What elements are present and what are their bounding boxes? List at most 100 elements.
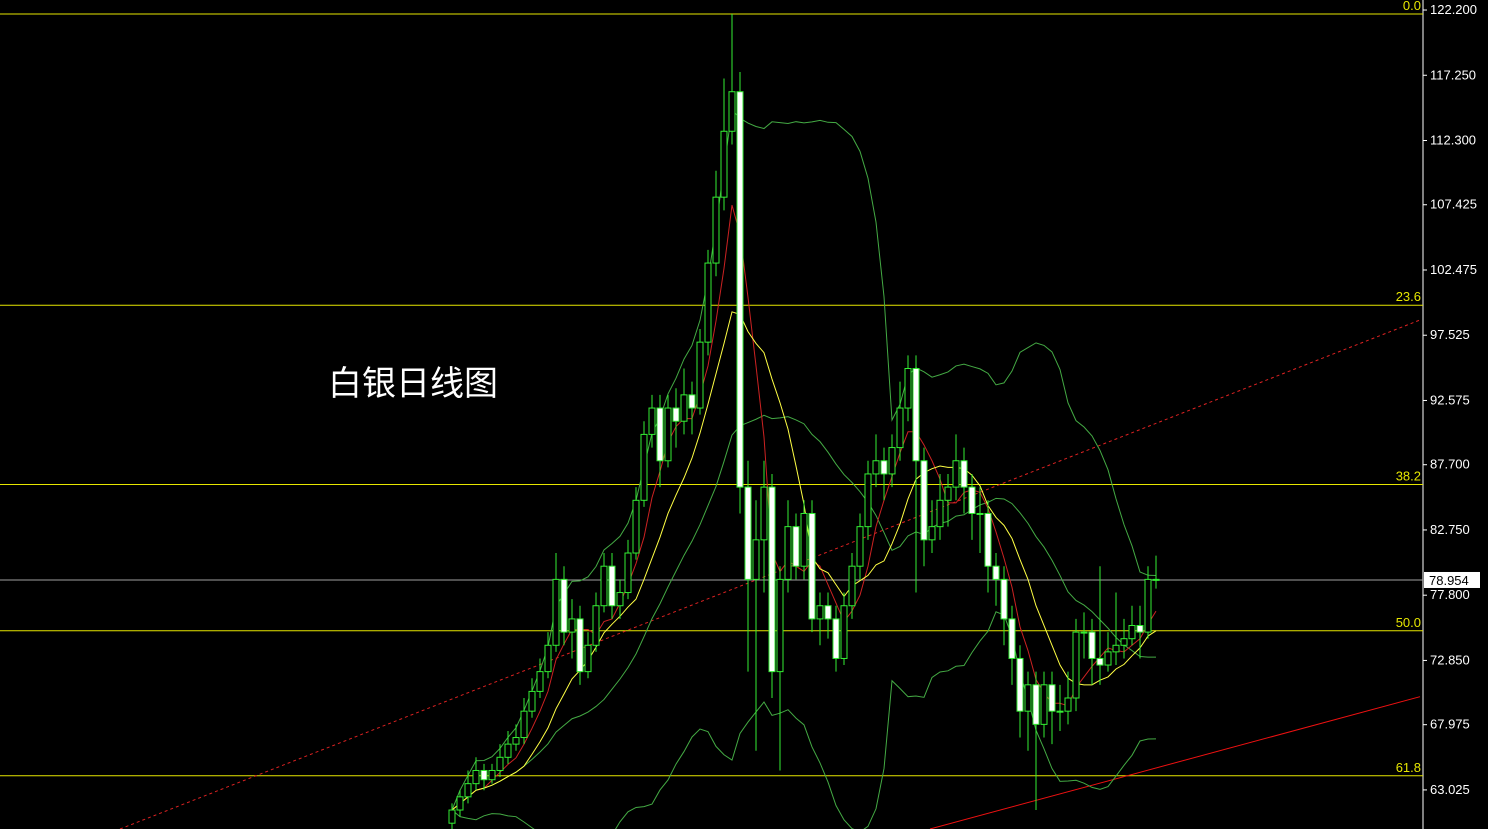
bollinger-lower (451, 611, 1157, 829)
candle-body (872, 460, 880, 475)
candle-body (1088, 631, 1096, 659)
candle-body (680, 394, 688, 422)
candle-body (1120, 638, 1128, 646)
candle (576, 605, 584, 685)
candle-body (480, 769, 488, 781)
candle (504, 730, 512, 764)
candle (1112, 592, 1120, 666)
candle-body (536, 671, 544, 692)
candle-body (512, 737, 520, 745)
candle-body (1072, 631, 1080, 699)
candle-body (1032, 684, 1040, 725)
y-tick-label: 92.575 (1430, 392, 1470, 407)
candle (552, 553, 560, 652)
candle-body (1056, 710, 1064, 713)
candle-body (992, 565, 1000, 580)
candle (984, 500, 992, 593)
candle (1032, 671, 1040, 811)
candle (592, 592, 600, 652)
candle-body (984, 512, 992, 567)
candle-body (648, 407, 656, 435)
candle (824, 592, 832, 639)
y-tick-label: 67.975 (1430, 717, 1470, 732)
candle (1008, 605, 1016, 685)
candle (1080, 612, 1088, 659)
bollinger-upper (451, 108, 1157, 811)
candle-body (664, 407, 672, 462)
candle-body (776, 578, 784, 673)
candle (584, 632, 592, 679)
candle-body (920, 460, 928, 541)
candle (808, 500, 816, 633)
candle (1120, 618, 1128, 659)
current-price-label: 78.954 (1429, 573, 1469, 588)
candle-body (736, 91, 744, 488)
candle (472, 757, 480, 791)
candle-body (560, 578, 568, 633)
candle (848, 553, 856, 619)
candle (640, 421, 648, 507)
candle-body (544, 644, 552, 673)
candle (1040, 671, 1048, 738)
current-price-box (1424, 571, 1480, 588)
y-tick-label: 107.425 (1430, 197, 1477, 212)
candle (680, 368, 688, 435)
y-tick-label: 122.200 (1430, 2, 1477, 17)
candle-body (504, 743, 512, 758)
candle-body (1008, 618, 1016, 659)
y-tick-label: 87.700 (1430, 457, 1470, 472)
candle-body (800, 512, 808, 567)
fib-label: 61.8 (1396, 760, 1421, 775)
candle (512, 724, 520, 751)
candle (816, 592, 824, 646)
candle (568, 599, 576, 659)
candle-body (584, 644, 592, 673)
candle (784, 500, 792, 593)
candle-body (832, 618, 840, 659)
candle-body (1136, 625, 1144, 633)
candle-body (488, 769, 496, 781)
candle-body (808, 512, 816, 620)
candle (448, 803, 456, 829)
candle-body (552, 578, 560, 646)
candle (864, 460, 872, 540)
candle-body (848, 565, 856, 607)
y-tick-label: 63.025 (1430, 782, 1470, 797)
candle (528, 678, 536, 718)
candle-body (968, 486, 976, 514)
candle-body (1040, 684, 1048, 725)
candle-body (744, 486, 752, 580)
candle (1088, 618, 1096, 685)
candle (1144, 566, 1152, 639)
candle-body (824, 605, 832, 620)
candle (648, 394, 656, 448)
y-tick-label: 97.525 (1430, 327, 1470, 342)
candle (920, 447, 928, 567)
candle-body (816, 605, 824, 620)
candle-body (688, 394, 696, 409)
candle-body (600, 565, 608, 607)
candle-body (760, 486, 768, 541)
candle-body (936, 499, 944, 528)
candle-body (888, 447, 896, 475)
candle (728, 13, 736, 145)
candle (800, 500, 808, 580)
candle-body (448, 809, 456, 824)
candle (560, 566, 568, 646)
candle (720, 78, 728, 211)
candle (976, 487, 984, 554)
candle-body (880, 460, 888, 475)
candle (704, 249, 712, 356)
candle (696, 328, 704, 415)
candle (656, 394, 664, 488)
candle-body (792, 526, 800, 567)
candle (480, 763, 488, 791)
candle (968, 473, 976, 540)
candle-body (720, 130, 728, 198)
fib-label: 0.0 (1403, 0, 1421, 13)
candle (664, 394, 672, 468)
candle-body (472, 769, 480, 785)
candle (904, 355, 912, 422)
candle (1152, 555, 1160, 589)
candle (776, 566, 784, 771)
